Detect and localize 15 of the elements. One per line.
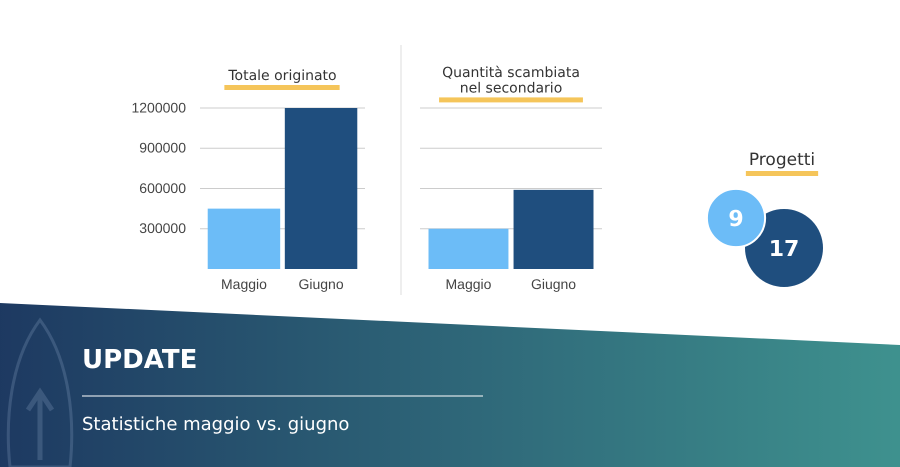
text: UPDATE [82,345,198,375]
data-label: 9 [728,207,744,232]
chart-title: Quantità scambiata nel secondario [442,65,580,96]
y-tick-label: 900000 [139,140,186,156]
chart-title: Totale originato [227,68,337,84]
data-label: 17 [768,237,800,262]
x-tick-label: Maggio [446,276,492,292]
text: Progetti [748,150,816,170]
y-tick-label: 1200000 [131,99,186,116]
y-tick-label: 300000 [139,220,186,236]
y-tick-label: 600000 [139,180,186,196]
x-tick-label: Maggio [220,276,268,292]
x-tick-label: Giugno [530,276,576,292]
x-tick-label: Giugno [298,276,344,292]
text: Statistiche maggio vs. giugno [82,414,350,435]
